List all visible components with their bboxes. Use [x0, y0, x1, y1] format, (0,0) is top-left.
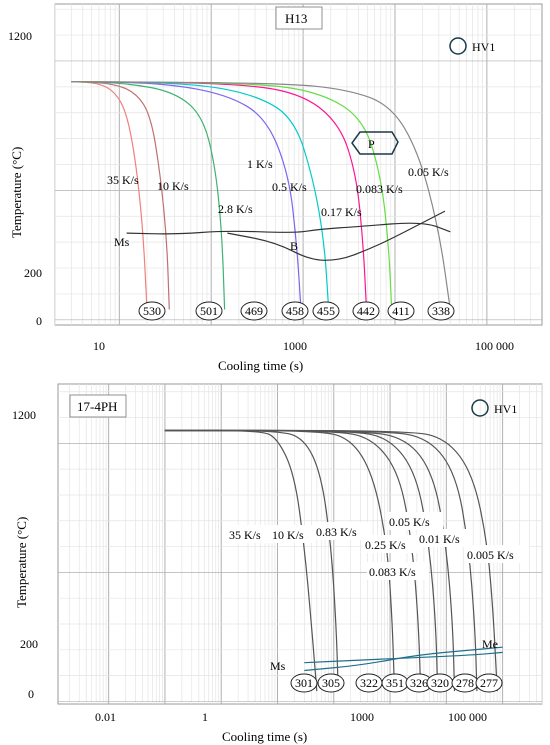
- h13-hv-oval-0: [138, 301, 166, 321]
- h13-phase-b: B: [290, 239, 298, 253]
- 17-4ph-hv-value-6: 278: [456, 676, 474, 690]
- h13-ytick-0: 0: [36, 314, 42, 328]
- h13-phase-ms: Ms: [114, 235, 130, 249]
- 17-4ph-rate-label-0: 35 K/s: [229, 528, 261, 542]
- h13-hardness-values: 530 501 469 458 455 442 411 338: [138, 301, 455, 321]
- 17-4ph-title-box: [69, 394, 127, 418]
- 17-4ph-hv-oval-7: [475, 673, 503, 693]
- h13-ylabel: Temperature (°C): [9, 147, 24, 238]
- h13-hv-oval-3: [281, 301, 309, 321]
- h13-hv-value-6: 411: [392, 304, 410, 318]
- h13-hv-value-7: 338: [432, 304, 450, 318]
- 17-4ph-hv-value-2: 322: [360, 676, 378, 690]
- 17-4ph-chart: 1200 200 0 0.01 1 1000 100 000 Cooling t…: [12, 383, 543, 744]
- h13-xtick-1000: 1000: [283, 339, 307, 353]
- 17-4ph-hv-oval-1: [317, 673, 345, 693]
- h13-hv-oval-1: [195, 301, 223, 321]
- h13-hv-value-4: 455: [317, 304, 335, 318]
- 17-4ph-ytick-200: 200: [20, 637, 38, 651]
- h13-series-8-ms: [126, 222, 451, 235]
- 17-4ph-hv-oval-0: [290, 673, 318, 693]
- 17-4ph-xtick-100000: 100 000: [448, 710, 487, 724]
- 17-4ph-xtick-001: 0.01: [95, 710, 116, 724]
- h13-phase-p: P: [368, 137, 375, 151]
- 17-4ph-rate-label-4: 0.083 K/s: [369, 565, 416, 579]
- h13-series-7-0-05-k-s: [71, 81, 451, 310]
- 17-4ph-rate-bg-5: [387, 512, 443, 530]
- h13-rate-label-6: 0.083 K/s: [356, 182, 403, 196]
- h13-pearlite-region: [351, 131, 399, 155]
- h13-series-9-b: [227, 210, 446, 261]
- h13-hv-oval-7: [427, 301, 455, 321]
- 17-4ph-ytick-1200: 1200: [12, 408, 36, 422]
- 17-4ph-hardness-values: 301 305 322 351 326 320 278 277: [290, 673, 503, 693]
- 17-4ph-rate-bg-0: [228, 525, 272, 543]
- h13-chart: 1200 200 0 10 1000 100 000 Cooling time …: [8, 3, 543, 373]
- 17-4ph-rate-label-2: 0.83 K/s: [316, 525, 357, 539]
- h13-hv-value-3: 458: [286, 304, 304, 318]
- h13-title-box: [275, 6, 323, 30]
- 17-4ph-series-9-me: [304, 646, 503, 672]
- 17-4ph-rate-bg-1: [271, 525, 313, 543]
- 17-4ph-xlabel: Cooling time (s): [222, 729, 307, 744]
- 17-4ph-rate-label-6: 0.01 K/s: [419, 532, 460, 546]
- h13-xtick-100000: 100 000: [475, 339, 514, 353]
- 17-4ph-rate-label-5: 0.05 K/s: [389, 515, 430, 529]
- 17-4ph-ytick-0: 0: [28, 687, 34, 701]
- 17-4ph-series-7-0-005-k-s: [164, 429, 498, 692]
- 17-4ph-phase-me: Me: [482, 637, 498, 651]
- h13-series: [71, 81, 451, 310]
- 17-4ph-legend-circle: [471, 399, 489, 417]
- 17-4ph-xtick-1000: 1000: [350, 710, 374, 724]
- 17-4ph-series: [164, 429, 503, 692]
- 17-4ph-hv-value-0: 301: [295, 676, 313, 690]
- h13-hv-oval-6: [387, 301, 415, 321]
- h13-rate-label-0: 35 K/s: [107, 173, 139, 187]
- 17-4ph-hv-value-7: 277: [480, 676, 498, 690]
- 17-4ph-rate-label-7: 0.005 K/s: [467, 548, 514, 562]
- h13-rate-label-5: 0.17 K/s: [321, 205, 362, 219]
- h13-hv-value-1: 501: [200, 304, 218, 318]
- h13-hv-oval-2: [240, 301, 268, 321]
- 17-4ph-rate-label-3: 0.25 K/s: [365, 538, 406, 552]
- 17-4ph-hv-value-1: 305: [322, 676, 340, 690]
- h13-xlabel: Cooling time (s): [218, 358, 303, 373]
- h13-hv-value-2: 469: [245, 304, 263, 318]
- h13-rate-label-2: 2.8 K/s: [218, 202, 253, 216]
- h13-legend-circle: [449, 37, 467, 55]
- h13-xtick-10: 10: [93, 339, 105, 353]
- h13-ytick-1200: 1200: [8, 29, 32, 43]
- h13-legend-label: HV1: [472, 40, 495, 54]
- 17-4ph-hv-value-4: 326: [410, 676, 428, 690]
- 17-4ph-series-8-ms: [304, 651, 503, 664]
- h13-hv-value-0: 530: [143, 304, 161, 318]
- h13-ytick-200: 200: [24, 266, 42, 280]
- h13-rate-label-1: 10 K/s: [157, 179, 189, 193]
- h13-hv-value-5: 442: [357, 304, 375, 318]
- 17-4ph-rate-bg-2: [314, 522, 368, 540]
- 17-4ph-legend-label: HV1: [494, 402, 517, 416]
- 17-4ph-rate-label-1: 10 K/s: [272, 528, 304, 542]
- 17-4ph-rate-bg-6: [417, 529, 471, 547]
- 17-4ph-rate-bg-4: [367, 562, 429, 580]
- 17-4ph-phase-ms: Ms: [270, 659, 286, 673]
- h13-grid: [54, 4, 542, 325]
- 17-4ph-rate-bg-3: [363, 535, 419, 553]
- h13-rate-label-4: 0.5 K/s: [272, 180, 307, 194]
- 17-4ph-title: 17-4PH: [77, 399, 117, 414]
- 17-4ph-hv-value-3: 351: [386, 676, 404, 690]
- 17-4ph-ylabel: Temperature (°C): [14, 517, 29, 608]
- h13-rate-label-7: 0.05 K/s: [408, 165, 449, 179]
- h13-hv-oval-4: [312, 301, 340, 321]
- h13-hv-oval-5: [352, 301, 380, 321]
- h13-title: H13: [285, 11, 307, 26]
- 17-4ph-hv-value-5: 320: [431, 676, 449, 690]
- 17-4ph-xtick-1: 1: [202, 710, 208, 724]
- 17-4ph-rate-bg-7: [465, 545, 529, 563]
- h13-rate-label-3: 1 K/s: [247, 157, 273, 171]
